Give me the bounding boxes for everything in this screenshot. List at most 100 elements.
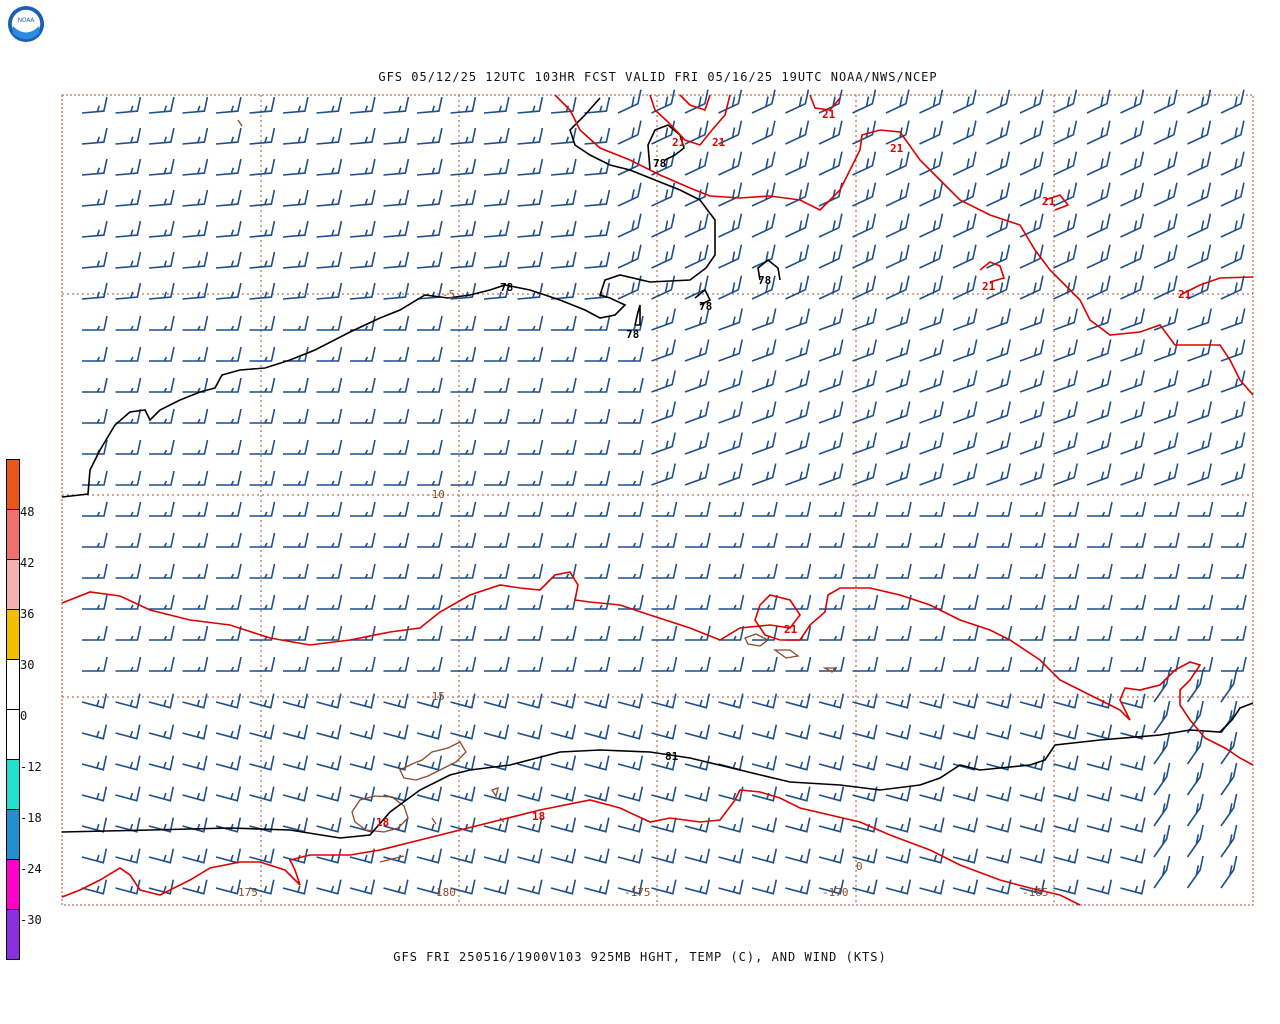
- wind-barb: [1020, 563, 1046, 579]
- wind-barb: [283, 625, 309, 641]
- wind-barb: [416, 127, 443, 145]
- wind-barb: [216, 563, 242, 579]
- wind-barb: [718, 693, 744, 709]
- wind-barb: [818, 879, 845, 895]
- wind-barb: [751, 213, 776, 238]
- wind-barb: [752, 501, 778, 517]
- wind-barb: [986, 501, 1013, 517]
- wind-barb: [517, 220, 544, 238]
- wind-barb: [1153, 370, 1179, 393]
- map-title: GFS 05/12/25 12UTC 103HR FCST VALID FRI …: [378, 70, 938, 84]
- wind-barb: [852, 532, 879, 548]
- wind-barb: [316, 724, 342, 740]
- wind-barb: [1120, 532, 1147, 548]
- wind-barb: [416, 251, 443, 269]
- color-scale-cell: [6, 760, 20, 810]
- wind-barb: [684, 755, 711, 771]
- wind-barb: [818, 182, 843, 207]
- wind-barb: [249, 656, 276, 672]
- wind-barb: [651, 244, 676, 269]
- wind-barb: [550, 848, 577, 864]
- wind-barb: [182, 251, 209, 269]
- wind-barb: [350, 408, 376, 424]
- wind-barb: [1053, 755, 1079, 771]
- wind-barb: [785, 848, 811, 864]
- wind-barb: [115, 251, 142, 269]
- wind-barb: [450, 158, 477, 176]
- wind-barb: [986, 182, 1011, 207]
- wind-barb: [1187, 625, 1214, 641]
- wind-barb: [383, 501, 410, 517]
- wind-barb: [182, 346, 209, 362]
- wind-barb: [1153, 463, 1179, 486]
- wind-barb: [617, 120, 642, 145]
- wind-barb: [216, 532, 242, 548]
- wind-barb: [283, 532, 309, 548]
- wind-barb: [1221, 594, 1247, 610]
- wind-barb: [1187, 594, 1214, 610]
- wind-barb: [718, 151, 743, 176]
- wind-barb: [1153, 401, 1179, 424]
- wind-barb: [584, 470, 611, 486]
- wind-barb: [952, 463, 978, 486]
- wind-barb: [1019, 401, 1045, 424]
- wind-barb: [383, 625, 410, 641]
- wind-barb: [785, 693, 811, 709]
- wind-barb: [149, 439, 175, 455]
- wind-barb: [584, 563, 611, 579]
- wind-barb: [383, 470, 410, 486]
- wind-barb: [550, 724, 577, 740]
- wind-barb: [651, 370, 676, 393]
- wind-barb: [1153, 308, 1179, 331]
- wind-barb: [818, 693, 845, 709]
- wind-barb: [953, 594, 979, 610]
- wind-barb: [1086, 120, 1111, 145]
- wind-barb: [718, 532, 745, 548]
- wind-barb: [249, 377, 276, 393]
- wind-barb: [417, 532, 443, 548]
- wind-barb: [216, 501, 242, 517]
- wind-barb: [484, 470, 510, 486]
- wind-barb: [751, 370, 777, 393]
- wind-barb: [115, 158, 142, 176]
- wind-barb: [82, 501, 108, 517]
- wind-barb: [684, 817, 711, 833]
- wind-barb: [952, 401, 978, 424]
- wind-barb: [450, 346, 477, 362]
- wind-barb: [517, 532, 544, 548]
- color-scale-cell: [6, 459, 20, 510]
- wind-barb: [1053, 693, 1079, 709]
- wind-barb: [751, 879, 778, 895]
- wind-barb: [484, 563, 510, 579]
- wind-barb: [1120, 213, 1145, 238]
- wind-barb: [684, 432, 710, 455]
- wind-barb: [752, 532, 778, 548]
- scale-label: -24: [20, 862, 42, 876]
- wind-barbs: [81, 89, 1247, 895]
- wind-barb: [1019, 151, 1044, 176]
- wind-barb: [484, 377, 510, 393]
- wind-barb: [1053, 370, 1078, 393]
- wind-barb: [651, 563, 678, 579]
- wind-barb: [986, 339, 1011, 362]
- wind-barb: [751, 432, 777, 455]
- wind-barb: [952, 182, 977, 207]
- wind-barb: [517, 189, 544, 207]
- wind-barb: [483, 879, 510, 895]
- wind-barb: [182, 189, 209, 207]
- wind-barb: [349, 220, 376, 238]
- wind-barb: [885, 308, 911, 331]
- coastlines: [237, 119, 837, 863]
- wind-barb: [115, 786, 141, 802]
- wind-barb: [684, 463, 710, 486]
- wind-barb: [282, 251, 309, 269]
- wind-barb: [1187, 151, 1212, 176]
- wind-barb: [216, 377, 242, 393]
- wind-barb: [852, 182, 877, 207]
- wind-barb: [885, 244, 910, 269]
- wind-barb: [450, 251, 477, 269]
- wind-barb: [684, 308, 710, 331]
- wind-barb: [919, 656, 946, 672]
- wind-barb: [316, 470, 343, 486]
- temp-label: 21: [784, 623, 798, 636]
